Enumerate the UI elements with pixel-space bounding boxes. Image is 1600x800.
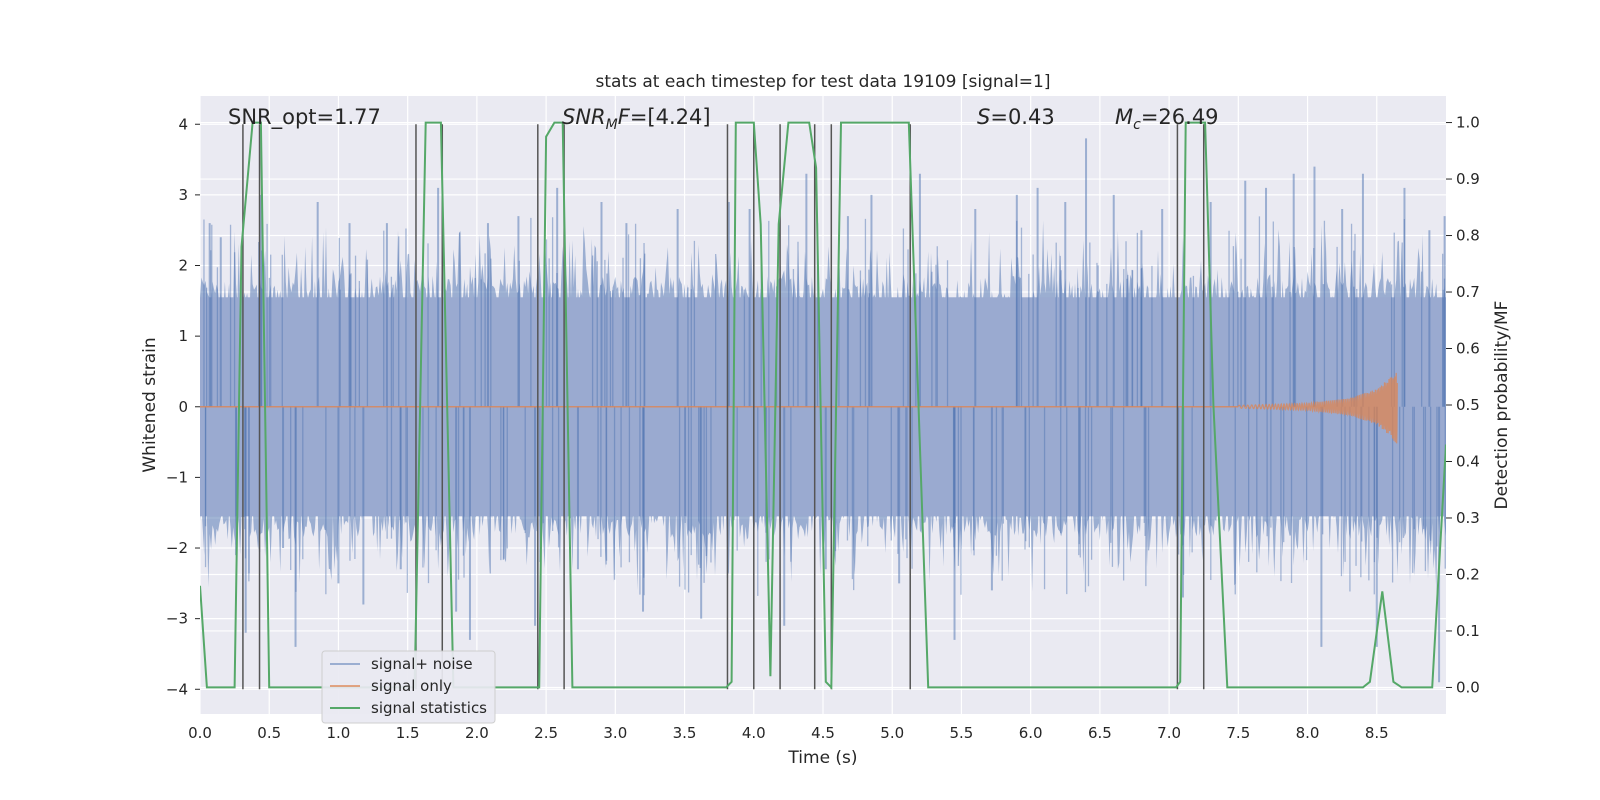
x-axis-ticks: 0.0 0.5 1.0 1.5 2.0 2.5 3.0 3.5 4.0 4.5 5.0 5.5 6.0 6… xyxy=(188,724,1389,742)
x-tick-label: 8.5 xyxy=(1365,724,1389,742)
y-tick-label-right: 0.4 xyxy=(1456,452,1480,470)
x-tick-label: 7.0 xyxy=(1157,724,1181,742)
annotation-s: S=0.43 xyxy=(977,105,1055,129)
x-tick-label: 3.0 xyxy=(603,724,627,742)
annotation-snr-mf: SNRMF=[4.24] xyxy=(562,105,711,133)
y-tick-label-left: 3 xyxy=(178,186,188,204)
annotation-mc: Mc=26.49 xyxy=(1115,105,1219,133)
y-tick-label-right: 0.6 xyxy=(1456,340,1480,358)
x-tick-label: 2.5 xyxy=(534,724,558,742)
x-tick-label: 1.0 xyxy=(327,724,351,742)
y-tick-label-left: 4 xyxy=(178,115,188,133)
y-axis-label-left: Whitened strain xyxy=(140,337,160,472)
legend-label-signal-noise: signal+ noise xyxy=(371,655,473,673)
x-tick-label: 4.5 xyxy=(811,724,835,742)
y-tick-label-right: 0.8 xyxy=(1456,227,1480,245)
x-tick-label: 2.0 xyxy=(465,724,489,742)
x-tick-label: 6.5 xyxy=(1088,724,1112,742)
y-tick-label-right: 0.1 xyxy=(1456,622,1480,640)
chart-title: stats at each timestep for test data 191… xyxy=(596,72,1051,92)
x-tick-label: 0.5 xyxy=(257,724,281,742)
annotation-snr-opt: SNR_opt=1.77 xyxy=(228,105,381,130)
y-tick-label-left: −3 xyxy=(166,610,188,628)
legend: signal+ noise signal only signal statist… xyxy=(321,650,496,724)
x-tick-label: 6.0 xyxy=(1019,724,1043,742)
y-tick-label-right: 0.3 xyxy=(1456,509,1480,527)
signal-chirp xyxy=(1237,372,1398,444)
x-tick-label: 0.0 xyxy=(188,724,212,742)
y-axis-label-right: Detection probability/MF xyxy=(1492,301,1512,510)
y-axis-left-ticks: 4 3 2 1 0 −1 −2 −3 −4 xyxy=(166,115,200,698)
y-tick-label-left: 1 xyxy=(178,327,188,345)
legend-label-signal-statistics: signal statistics xyxy=(371,699,487,717)
y-tick-label-left: 0 xyxy=(178,398,188,416)
y-tick-label-right: 0.9 xyxy=(1456,170,1480,188)
y-tick-label-left: −4 xyxy=(166,680,188,698)
x-tick-label: 4.0 xyxy=(742,724,766,742)
y-tick-label-right: 0.7 xyxy=(1456,283,1480,301)
x-tick-label: 3.5 xyxy=(673,724,697,742)
legend-label-signal-only: signal only xyxy=(371,677,452,695)
y-tick-label-right: 0.2 xyxy=(1456,565,1480,583)
y-tick-label-right: 1.0 xyxy=(1456,114,1480,132)
y-tick-label-left: 2 xyxy=(178,257,188,275)
y-tick-label-right: 0.0 xyxy=(1456,678,1480,696)
y-axis-right-ticks: 1.0 0.9 0.8 0.7 0.6 0.5 0.4 0.3 0.2 0.1 0.0 xyxy=(1446,114,1480,696)
x-tick-label: 5.0 xyxy=(880,724,904,742)
y-tick-label-right: 0.5 xyxy=(1456,396,1480,414)
x-tick-label: 8.0 xyxy=(1296,724,1320,742)
x-axis-label: Time (s) xyxy=(787,748,857,768)
y-tick-label-left: −2 xyxy=(166,539,188,557)
series-signal-only xyxy=(200,372,1398,444)
x-tick-label: 7.5 xyxy=(1226,724,1250,742)
x-tick-label: 1.5 xyxy=(396,724,420,742)
x-tick-label: 5.5 xyxy=(950,724,974,742)
y-tick-label-left: −1 xyxy=(166,468,188,486)
